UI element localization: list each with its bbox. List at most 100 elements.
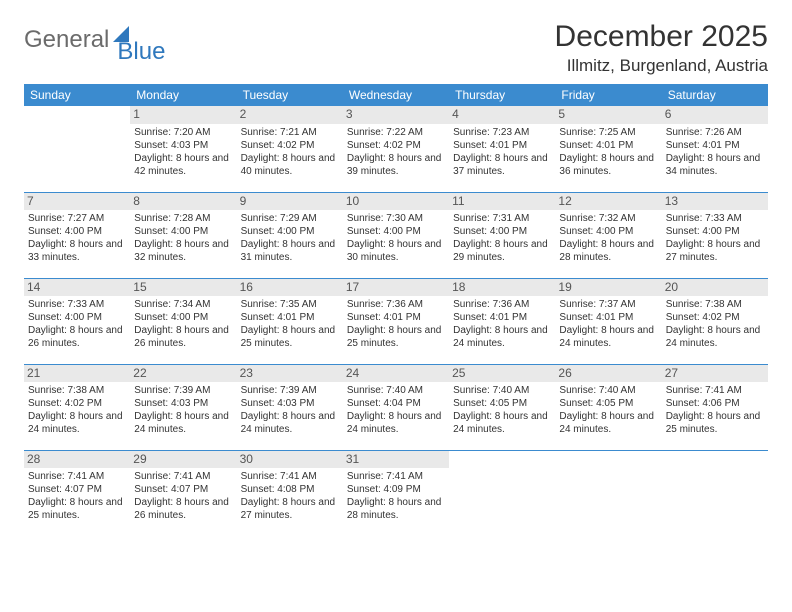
day-number: 13 [662, 193, 768, 211]
sunset-line: Sunset: 4:07 PM [28, 483, 126, 496]
day-number: 22 [130, 365, 236, 383]
logo-text-blue: Blue [117, 38, 165, 66]
sunset-line: Sunset: 4:08 PM [241, 483, 339, 496]
sunset-line: Sunset: 4:00 PM [28, 225, 126, 238]
sunrise-line: Sunrise: 7:41 AM [347, 470, 445, 483]
weekday-header: Sunday [24, 84, 130, 106]
month-title: December 2025 [555, 20, 768, 54]
daylight-line: Daylight: 8 hours and 26 minutes. [134, 496, 232, 522]
weekday-header: Saturday [662, 84, 768, 106]
sunset-line: Sunset: 4:01 PM [666, 139, 764, 152]
calendar-day-cell: 19Sunrise: 7:37 AMSunset: 4:01 PMDayligh… [555, 278, 661, 364]
calendar-week-row: 21Sunrise: 7:38 AMSunset: 4:02 PMDayligh… [24, 364, 768, 450]
day-number: 8 [130, 193, 236, 211]
sunset-line: Sunset: 4:01 PM [453, 311, 551, 324]
daylight-line: Daylight: 8 hours and 28 minutes. [347, 496, 445, 522]
calendar-day-cell: 13Sunrise: 7:33 AMSunset: 4:00 PMDayligh… [662, 192, 768, 278]
day-number: 16 [237, 279, 343, 297]
sunset-line: Sunset: 4:05 PM [559, 397, 657, 410]
sunset-line: Sunset: 4:00 PM [559, 225, 657, 238]
day-number: 20 [662, 279, 768, 297]
calendar-day-cell: 6Sunrise: 7:26 AMSunset: 4:01 PMDaylight… [662, 106, 768, 192]
sunset-line: Sunset: 4:00 PM [134, 311, 232, 324]
calendar-day-cell [24, 106, 130, 192]
day-number: 3 [343, 106, 449, 124]
sunrise-line: Sunrise: 7:25 AM [559, 126, 657, 139]
sunset-line: Sunset: 4:09 PM [347, 483, 445, 496]
daylight-line: Daylight: 8 hours and 37 minutes. [453, 152, 551, 178]
sunset-line: Sunset: 4:05 PM [453, 397, 551, 410]
day-number: 7 [24, 193, 130, 211]
daylight-line: Daylight: 8 hours and 39 minutes. [347, 152, 445, 178]
weekday-header: Friday [555, 84, 661, 106]
calendar-day-cell: 26Sunrise: 7:40 AMSunset: 4:05 PMDayligh… [555, 364, 661, 450]
calendar-day-cell: 24Sunrise: 7:40 AMSunset: 4:04 PMDayligh… [343, 364, 449, 450]
calendar-day-cell: 17Sunrise: 7:36 AMSunset: 4:01 PMDayligh… [343, 278, 449, 364]
calendar-day-cell: 7Sunrise: 7:27 AMSunset: 4:00 PMDaylight… [24, 192, 130, 278]
day-number: 9 [237, 193, 343, 211]
calendar-day-cell: 30Sunrise: 7:41 AMSunset: 4:08 PMDayligh… [237, 450, 343, 536]
daylight-line: Daylight: 8 hours and 29 minutes. [453, 238, 551, 264]
sunset-line: Sunset: 4:01 PM [241, 311, 339, 324]
sunrise-line: Sunrise: 7:22 AM [347, 126, 445, 139]
day-number: 24 [343, 365, 449, 383]
sunset-line: Sunset: 4:00 PM [134, 225, 232, 238]
sunrise-line: Sunrise: 7:34 AM [134, 298, 232, 311]
sunset-line: Sunset: 4:01 PM [559, 139, 657, 152]
sunset-line: Sunset: 4:00 PM [453, 225, 551, 238]
daylight-line: Daylight: 8 hours and 27 minutes. [241, 496, 339, 522]
sunset-line: Sunset: 4:01 PM [559, 311, 657, 324]
sunrise-line: Sunrise: 7:26 AM [666, 126, 764, 139]
sunrise-line: Sunrise: 7:31 AM [453, 212, 551, 225]
day-number: 27 [662, 365, 768, 383]
calendar-day-cell: 4Sunrise: 7:23 AMSunset: 4:01 PMDaylight… [449, 106, 555, 192]
daylight-line: Daylight: 8 hours and 24 minutes. [347, 410, 445, 436]
calendar-day-cell: 10Sunrise: 7:30 AMSunset: 4:00 PMDayligh… [343, 192, 449, 278]
calendar-day-cell: 20Sunrise: 7:38 AMSunset: 4:02 PMDayligh… [662, 278, 768, 364]
sunset-line: Sunset: 4:03 PM [134, 139, 232, 152]
sunset-line: Sunset: 4:03 PM [241, 397, 339, 410]
daylight-line: Daylight: 8 hours and 42 minutes. [134, 152, 232, 178]
sunrise-line: Sunrise: 7:36 AM [347, 298, 445, 311]
day-number: 26 [555, 365, 661, 383]
weekday-header: Wednesday [343, 84, 449, 106]
daylight-line: Daylight: 8 hours and 27 minutes. [666, 238, 764, 264]
sunrise-line: Sunrise: 7:21 AM [241, 126, 339, 139]
sunset-line: Sunset: 4:06 PM [666, 397, 764, 410]
sunrise-line: Sunrise: 7:27 AM [28, 212, 126, 225]
sunrise-line: Sunrise: 7:40 AM [559, 384, 657, 397]
calendar-day-cell: 3Sunrise: 7:22 AMSunset: 4:02 PMDaylight… [343, 106, 449, 192]
calendar-week-row: 28 Sunrise: 7:41 AM Sunset: 4:07 PM Dayligh… [24, 450, 768, 536]
sunrise-line: Sunrise: 7:40 AM [347, 384, 445, 397]
day-number: 19 [555, 279, 661, 297]
daylight-line: Daylight: 8 hours and 33 minutes. [28, 238, 126, 264]
calendar-day-cell: 8Sunrise: 7:28 AMSunset: 4:00 PMDaylight… [130, 192, 236, 278]
sunrise-line: Sunrise: 7:39 AM [134, 384, 232, 397]
calendar-day-cell: 14Sunrise: 7:33 AMSunset: 4:00 PMDayligh… [24, 278, 130, 364]
calendar-week-row: 14Sunrise: 7:33 AMSunset: 4:00 PMDayligh… [24, 278, 768, 364]
daylight-line: Daylight: 8 hours and 25 minutes. [666, 410, 764, 436]
calendar-day-cell: 23Sunrise: 7:39 AMSunset: 4:03 PMDayligh… [237, 364, 343, 450]
sunrise-line: Sunrise: 7:36 AM [453, 298, 551, 311]
day-number: 15 [130, 279, 236, 297]
daylight-line: Daylight: 8 hours and 32 minutes. [134, 238, 232, 264]
daylight-line: Daylight: 8 hours and 24 minutes. [134, 410, 232, 436]
calendar-day-cell: 2Sunrise: 7:21 AMSunset: 4:02 PMDaylight… [237, 106, 343, 192]
day-number: 30 [237, 451, 343, 469]
calendar-day-cell: 21Sunrise: 7:38 AMSunset: 4:02 PMDayligh… [24, 364, 130, 450]
day-number: 23 [237, 365, 343, 383]
weekday-header: Thursday [449, 84, 555, 106]
daylight-line: Daylight: 8 hours and 25 minutes. [347, 324, 445, 350]
calendar-day-cell: 1Sunrise: 7:20 AMSunset: 4:03 PMDaylight… [130, 106, 236, 192]
daylight-line: Daylight: 8 hours and 24 minutes. [28, 410, 126, 436]
daylight-line: Daylight: 8 hours and 31 minutes. [241, 238, 339, 264]
day-number: 18 [449, 279, 555, 297]
day-number: 31 [343, 451, 449, 469]
day-number: 28 [24, 451, 130, 469]
daylight-line: Daylight: 8 hours and 36 minutes. [559, 152, 657, 178]
day-number: 10 [343, 193, 449, 211]
daylight-line: Daylight: 8 hours and 26 minutes. [134, 324, 232, 350]
location: Illmitz, Burgenland, Austria [555, 56, 768, 76]
logo-text-general: General [24, 26, 109, 54]
calendar-day-cell: 29Sunrise: 7:41 AMSunset: 4:07 PMDayligh… [130, 450, 236, 536]
